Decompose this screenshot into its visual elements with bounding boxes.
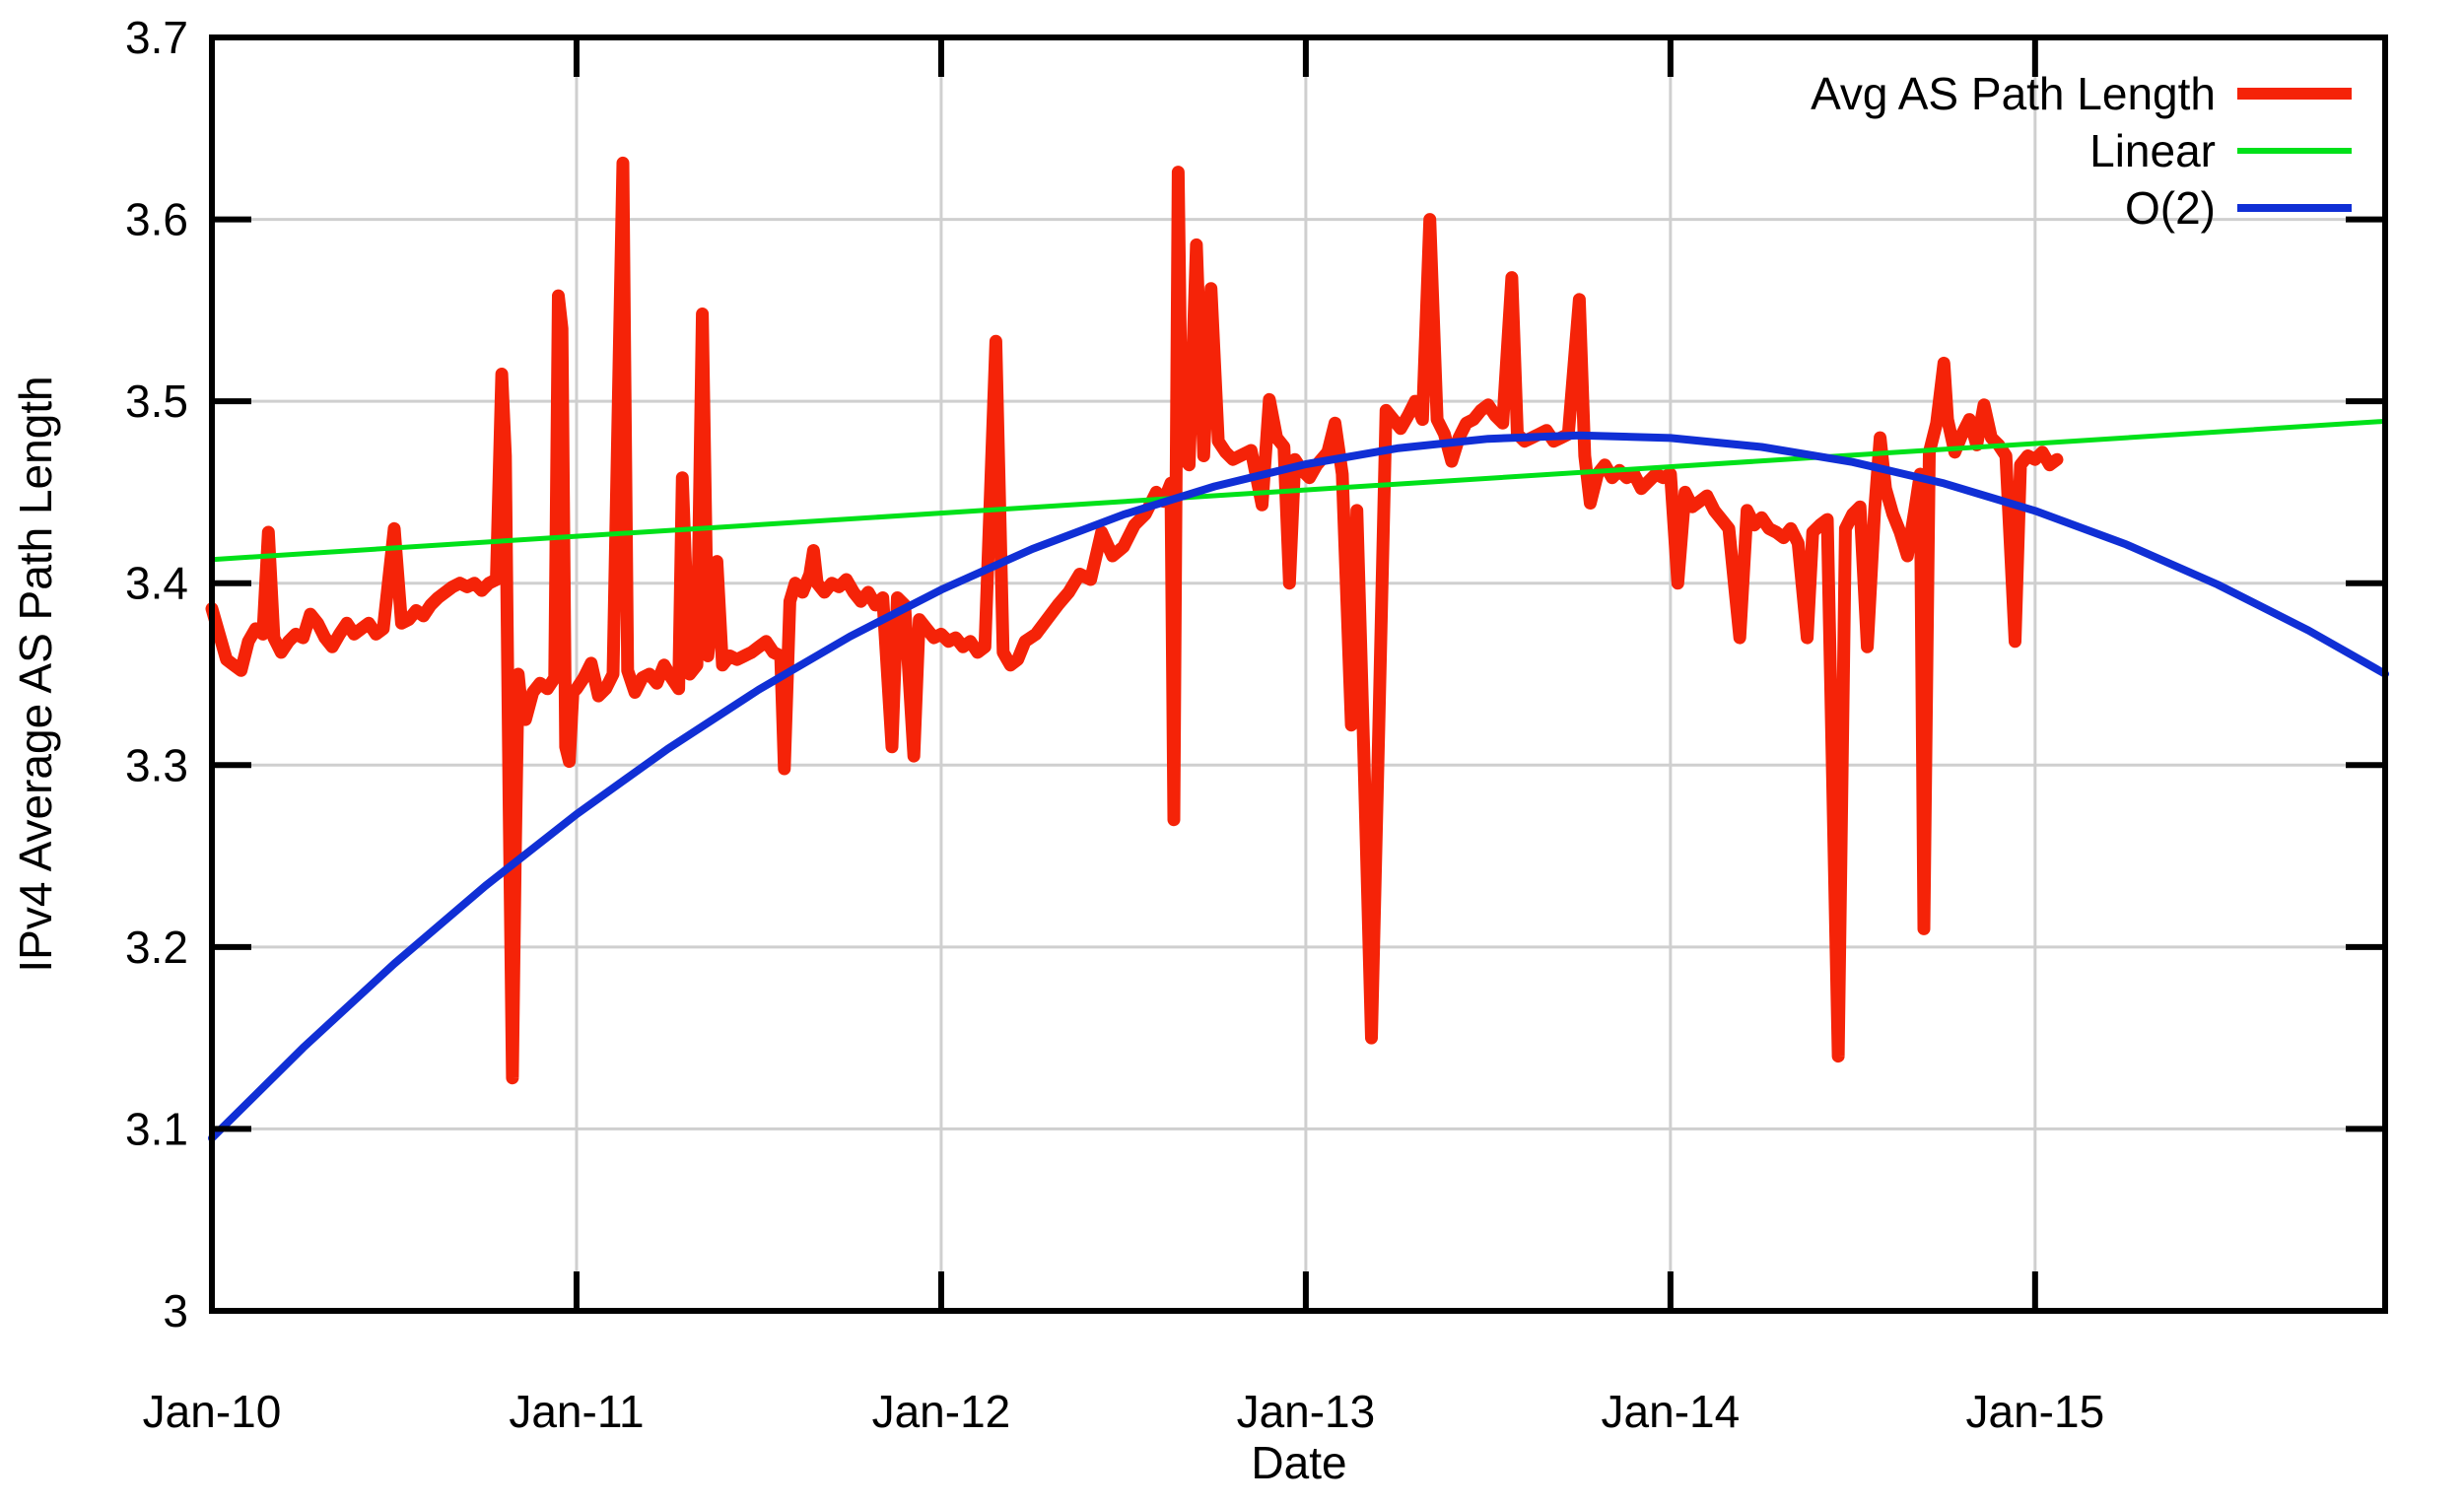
- x-tick-label: Jan-10: [143, 1386, 282, 1437]
- y-tick-label: 3: [163, 1285, 188, 1336]
- x-axis-title: Date: [1251, 1437, 1346, 1488]
- linear-trend-line: [209, 418, 2388, 563]
- x-tick-label: Jan-11: [509, 1386, 644, 1437]
- grid-layer: [212, 37, 2385, 1311]
- legend-label-o2-trend-line: O(2): [2125, 182, 2216, 234]
- legend-label-linear-trend-line: Linear: [2089, 125, 2216, 176]
- series-layer: [205, 156, 2389, 1142]
- y-tick-label: 3.7: [125, 12, 188, 63]
- tick-label-layer: Jan-10 Jan-11 Jan-12 Jan-13 Jan-14 Jan-15 3 3.1…: [125, 12, 2104, 1437]
- y-tick-label: 3.5: [125, 376, 188, 427]
- o2-trend-line: [208, 431, 2389, 1142]
- y-tick-label: 3.2: [125, 922, 188, 973]
- y-tick-label: 3.1: [125, 1103, 188, 1154]
- legend: Avg AS Path Length Linear O(2): [1811, 68, 2352, 234]
- frame-layer: [209, 34, 2388, 1314]
- x-tick-label: Jan-13: [1237, 1386, 1376, 1437]
- x-tick-label: Jan-14: [1602, 1386, 1741, 1437]
- avg-as-path-length-series: [205, 156, 2064, 1085]
- x-tick-label: Jan-12: [872, 1386, 1011, 1437]
- legend-label-avg-as-path-length-series: Avg AS Path Length: [1811, 68, 2216, 119]
- plot-border: [209, 34, 2388, 1314]
- y-tick-label: 3.4: [125, 558, 188, 609]
- y-tick-label: 3.3: [125, 739, 188, 790]
- y-axis-title: IPv4 Average AS Path Length: [10, 376, 61, 972]
- x-tick-label: Jan-15: [1966, 1386, 2105, 1437]
- y-tick-label: 3.6: [125, 194, 188, 245]
